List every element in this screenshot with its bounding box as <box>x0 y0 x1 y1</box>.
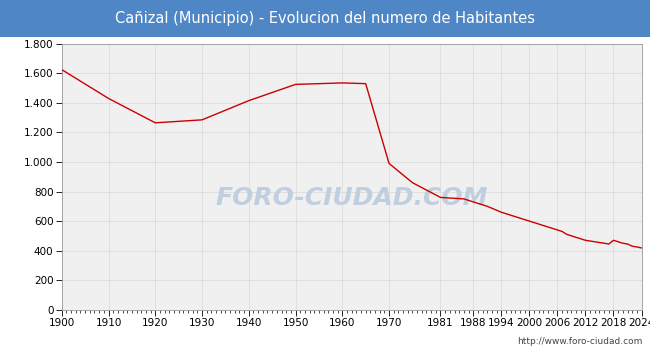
Text: Cañizal (Municipio) - Evolucion del numero de Habitantes: Cañizal (Municipio) - Evolucion del nume… <box>115 11 535 26</box>
Text: FORO-CIUDAD.COM: FORO-CIUDAD.COM <box>215 186 488 210</box>
Text: http://www.foro-ciudad.com: http://www.foro-ciudad.com <box>517 337 642 346</box>
